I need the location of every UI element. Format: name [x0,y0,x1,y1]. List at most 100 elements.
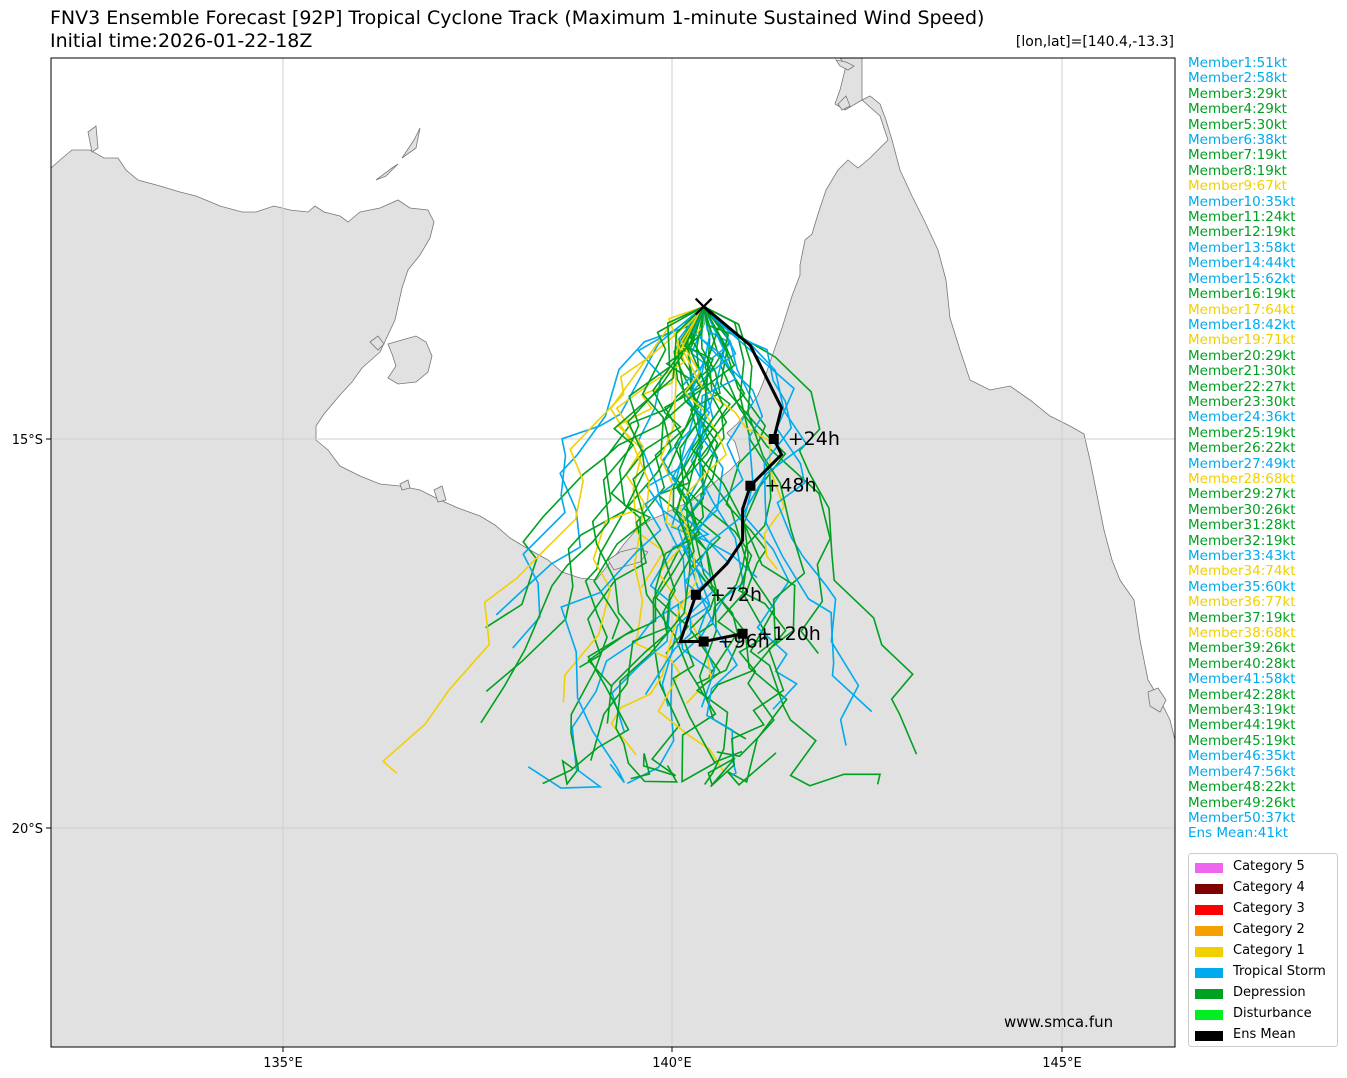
member-entry: Ens Mean:41kt [1188,825,1289,842]
member-track [680,306,746,685]
member-entry: Member8:19kt [1188,162,1287,179]
member-track [663,306,787,701]
member-track [615,305,725,773]
island [837,95,851,111]
ens-mean-time-label: +120h [757,623,821,645]
member-entry: Member45:19kt [1188,732,1296,749]
legend-label: Category 1 [1233,943,1305,958]
member-entry: Member10:35kt [1188,193,1296,210]
member-entry: Member40:28kt [1188,655,1296,672]
member-entry: Member42:28kt [1188,686,1296,703]
island [375,163,399,181]
member-entry: Member31:28kt [1188,517,1296,534]
lon-tick-label: 140°E [652,1056,692,1071]
member-track [615,306,714,783]
member-entry: Member46:35kt [1188,748,1296,765]
member-entry: Member32:19kt [1188,532,1296,549]
member-entry: Member28:68kt [1188,470,1296,487]
member-track [381,306,705,775]
lat-tick-label: 15°S [12,433,43,448]
member-track [644,306,808,695]
member-entry: Member5:30kt [1188,116,1287,133]
member-track [688,306,882,787]
legend-swatch [1195,947,1223,957]
island [835,59,855,71]
member-track [665,306,729,785]
member-track [606,305,705,724]
member-entry: Member44:19kt [1188,717,1296,734]
chart-title: FNV3 Ensemble Forecast [92P] Tropical Cy… [50,7,985,29]
member-entry: Member1:51kt [1188,55,1287,71]
member-entry: Member17:64kt [1188,301,1296,318]
member-entry: Member23:30kt [1188,393,1296,410]
legend: Category 5 Category 4 Category 3 Category 2… [1188,853,1338,1047]
ens-mean-marker [737,628,748,639]
member-track [560,306,726,784]
island [401,127,421,159]
member-entry: Member2:58kt [1188,70,1287,87]
member-entry: Member12:19kt [1188,224,1296,241]
member-entry: Member49:26kt [1188,794,1296,811]
legend-label: Tropical Storm [1233,964,1326,979]
member-entry: Member20:29kt [1188,347,1296,364]
member-entry: Member38:68kt [1188,625,1296,642]
member-entry: Member13:58kt [1188,239,1296,256]
legend-swatch [1195,884,1223,894]
member-entry: Member34:74kt [1188,563,1296,580]
member-track [590,306,719,761]
member-entry: Member48:22kt [1188,779,1296,796]
member-track [654,306,705,655]
member-track [610,306,717,783]
member-entry: Member36:77kt [1188,594,1296,611]
member-track [702,306,918,755]
member-entry: Member25:19kt [1188,424,1296,441]
map-frame [50,57,1176,1048]
graticule [51,58,1175,1047]
ens-mean-time-label: +96h [718,631,770,653]
ens-mean-marker [745,480,756,491]
ens-mean-marker [768,434,779,444]
legend-label: Category 2 [1233,922,1305,937]
legend-label: Depression [1233,985,1306,1000]
member-entry: Member6:38kt [1188,132,1287,149]
member-entry: Member21:30kt [1188,363,1296,380]
member-entry: Member35:60kt [1188,578,1296,595]
member-entry: Member27:49kt [1188,455,1296,472]
member-entry: Member29:27kt [1188,486,1296,503]
ocean-area [51,58,889,581]
legend-label: Category 5 [1233,859,1305,874]
member-track [703,306,860,746]
member-entry: Member30:26kt [1188,501,1296,518]
member-tracks [381,305,918,789]
member-track [703,305,806,655]
member-entry: Member4:29kt [1188,101,1287,118]
member-entry: Member11:24kt [1188,209,1296,226]
member-entry: Member19:71kt [1188,332,1296,349]
member-track [512,305,705,649]
member-entry: Member37:19kt [1188,609,1296,626]
lon-tick-label: 135°E [263,1056,303,1071]
member-track [702,306,787,758]
member-track [611,306,710,732]
legend-swatch [1195,863,1223,873]
member-entry: Member43:19kt [1188,702,1296,719]
member-entry: Member18:42kt [1188,316,1296,333]
island [433,485,447,503]
legend-swatch [1195,989,1223,999]
member-entry: Member50:37kt [1188,809,1296,826]
member-track [690,305,796,788]
island [399,479,411,491]
member-entry: Member22:27kt [1188,378,1296,395]
member-entry: Member15:62kt [1188,270,1296,287]
ens-mean-marker [690,589,701,600]
island [369,335,385,351]
genesis-marker [694,297,713,316]
member-track [630,306,705,780]
member-entry: Member41:58kt [1188,671,1296,688]
member-entry: Member3:29kt [1188,85,1287,102]
member-track [699,306,798,710]
member-track [672,305,772,764]
member-entry: Member9:67kt [1188,178,1287,195]
member-track [593,305,704,640]
